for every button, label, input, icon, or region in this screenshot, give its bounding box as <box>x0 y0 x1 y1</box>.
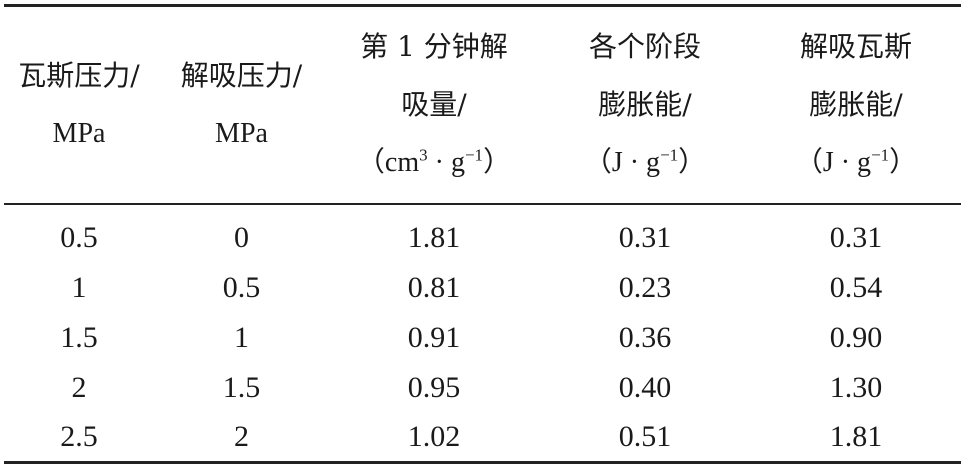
header-unit: （J · g−1） <box>539 134 751 192</box>
header-stage-expansion-energy: 各个阶段 膨胀能/ （J · g−1） <box>539 4 751 205</box>
table-body: 0.5 0 1.81 0.31 0.31 1 0.5 0.81 0.23 0.5… <box>4 204 961 464</box>
table-cell: 1.81 <box>751 412 961 464</box>
header-unit: （J · g−1） <box>751 134 961 192</box>
unit-text: （cm <box>356 146 420 178</box>
table-cell: 0.5 <box>222 270 261 304</box>
table-row: 2.5 2 1.02 0.51 1.81 <box>4 412 961 464</box>
header-desorption-pressure: 解吸压力/ MPa <box>154 4 329 205</box>
table-cell: 0.23 <box>618 270 672 304</box>
unit-superscript: −1 <box>871 145 890 165</box>
header-desorbed-gas-expansion-energy: 解吸瓦斯 膨胀能/ （J · g−1） <box>751 4 961 205</box>
header-label: 解吸压力/ <box>180 58 303 92</box>
table-cell: 2.5 <box>4 412 154 464</box>
table-cell: 1 <box>234 320 249 354</box>
header-unit: MPa <box>52 117 106 149</box>
table-cell: 1.5 <box>222 370 261 404</box>
header-gas-pressure: 瓦斯压力/ MPa <box>4 4 154 205</box>
header-label: 膨胀能/ <box>598 87 692 121</box>
header-label: 瓦斯压力/ <box>18 58 140 92</box>
table-row: 1 0.5 0.81 0.23 0.54 <box>4 263 961 313</box>
header-row: 瓦斯压力/ MPa 解吸压力/ MPa 第 1 分钟解 吸量/ （cm3 · g… <box>4 4 961 205</box>
data-table: 瓦斯压力/ MPa 解吸压力/ MPa 第 1 分钟解 吸量/ （cm3 · g… <box>4 4 961 464</box>
table-cell: 0.40 <box>618 370 672 404</box>
table-row: 1.5 1 0.91 0.36 0.90 <box>4 313 961 363</box>
table-cell: 0.31 <box>829 220 883 254</box>
table-cell: 0.31 <box>618 220 672 254</box>
header-label: 第 1 分钟解 <box>360 29 508 63</box>
table-cell: 1.5 <box>60 320 98 354</box>
unit-text: （J · g <box>794 146 872 178</box>
unit-text: ） <box>678 146 707 178</box>
table-header: 瓦斯压力/ MPa 解吸压力/ MPa 第 1 分钟解 吸量/ （cm3 · g… <box>4 4 961 205</box>
table-cell: 2 <box>154 412 329 464</box>
header-label: 各个阶段 <box>588 29 701 63</box>
table-row: 0.5 0 1.81 0.31 0.31 <box>4 204 961 263</box>
unit-text: ） <box>889 146 918 178</box>
table-cell: 1.81 <box>407 220 461 254</box>
header-label: 膨胀能/ <box>809 87 903 121</box>
header-label: 解吸瓦斯 <box>799 29 912 63</box>
header-first-minute-desorption: 第 1 分钟解 吸量/ （cm3 · g−1） <box>329 4 539 205</box>
header-unit: MPa <box>215 117 268 149</box>
table-cell: 0.95 <box>407 370 461 404</box>
header-unit: （cm3 · g−1） <box>329 134 539 192</box>
table-cell: 0.54 <box>829 270 883 304</box>
header-label: 吸量/ <box>401 87 467 121</box>
unit-superscript: 3 <box>419 145 428 165</box>
table-cell: 0.51 <box>539 412 751 464</box>
table-cell: 0.36 <box>618 320 672 354</box>
table-cell: 1 <box>71 270 87 304</box>
table-row: 2 1.5 0.95 0.40 1.30 <box>4 363 961 413</box>
table-cell: 0.5 <box>60 220 98 254</box>
table-cell: 0.91 <box>407 320 461 354</box>
table-cell: 1.30 <box>829 370 883 404</box>
table-cell: 0.90 <box>829 320 883 354</box>
table-cell: 1.02 <box>329 412 539 464</box>
table-cell: 0 <box>234 220 249 254</box>
table-cell: 0.81 <box>407 270 461 304</box>
unit-text: · g <box>427 146 465 178</box>
unit-superscript: −1 <box>464 145 484 165</box>
unit-text: ） <box>483 146 512 178</box>
unit-text: （J · g <box>583 146 661 178</box>
unit-superscript: −1 <box>660 145 679 165</box>
table-cell: 2 <box>71 370 87 404</box>
